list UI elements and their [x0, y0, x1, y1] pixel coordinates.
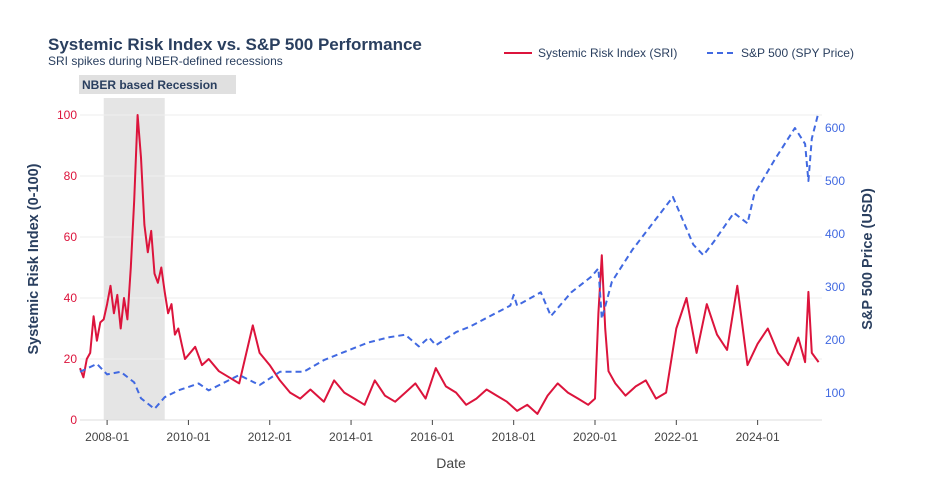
y-axis-left-title: Systemic Risk Index (0-100)	[26, 163, 42, 354]
legend[interactable]: Systemic Risk Index (SRI) S&P 500 (SPY P…	[504, 46, 854, 60]
recession-layer	[103, 98, 165, 420]
grid-layer	[80, 114, 822, 421]
y-axis-right-title: S&P 500 Price (USD)	[860, 188, 876, 330]
legend-spy-label: S&P 500 (SPY Price)	[741, 46, 854, 60]
x-tick-label: 2018-01	[492, 430, 536, 444]
x-tick-label: 2024-01	[736, 430, 780, 444]
x-tick-label: 2008-01	[85, 430, 129, 444]
y-left-tick-label: 80	[64, 169, 78, 183]
legend-item-sri[interactable]: Systemic Risk Index (SRI)	[504, 46, 677, 60]
x-tick-label: 2016-01	[410, 430, 454, 444]
y-left-tick-label: 100	[57, 108, 77, 122]
x-tick-label: 2012-01	[248, 430, 292, 444]
chart-subtitle: SRI spikes during NBER-defined recession…	[48, 54, 283, 68]
y-right-tick-label: 300	[825, 280, 845, 294]
y-right-tick-label: 400	[825, 227, 845, 241]
series-line-spy	[79, 111, 820, 410]
y-right-tick-label: 600	[825, 121, 845, 135]
y-right-tick-label: 200	[825, 333, 845, 347]
series-line-sri	[79, 114, 820, 415]
recession-label: NBER based Recession	[79, 75, 236, 94]
y-right-tick-label: 500	[825, 174, 845, 188]
x-tick-label: 2010-01	[166, 430, 210, 444]
x-tick-label: 2022-01	[654, 430, 698, 444]
chart-title: Systemic Risk Index vs. S&P 500 Performa…	[48, 35, 422, 54]
y-left-tick-label: 40	[64, 291, 78, 305]
y-left-tick-label: 0	[70, 413, 77, 427]
y-left-tick-label: 60	[64, 230, 78, 244]
recession-label-background	[79, 75, 236, 94]
x-tick-label: 2020-01	[573, 430, 617, 444]
recession-label-text: NBER based Recession	[82, 78, 217, 92]
axis-layer: 2008-01 2010-01 2012-01 2014-01 2016-01 2018-…	[57, 108, 845, 444]
series-layer	[79, 111, 820, 415]
legend-item-spy[interactable]: S&P 500 (SPY Price)	[707, 46, 854, 60]
y-left-tick-label: 20	[64, 352, 78, 366]
x-axis-title: Date	[436, 455, 466, 471]
legend-sri-label: Systemic Risk Index (SRI)	[538, 46, 677, 60]
y-right-tick-label: 100	[825, 386, 845, 400]
x-tick-label: 2014-01	[329, 430, 373, 444]
recession-band	[103, 98, 165, 420]
